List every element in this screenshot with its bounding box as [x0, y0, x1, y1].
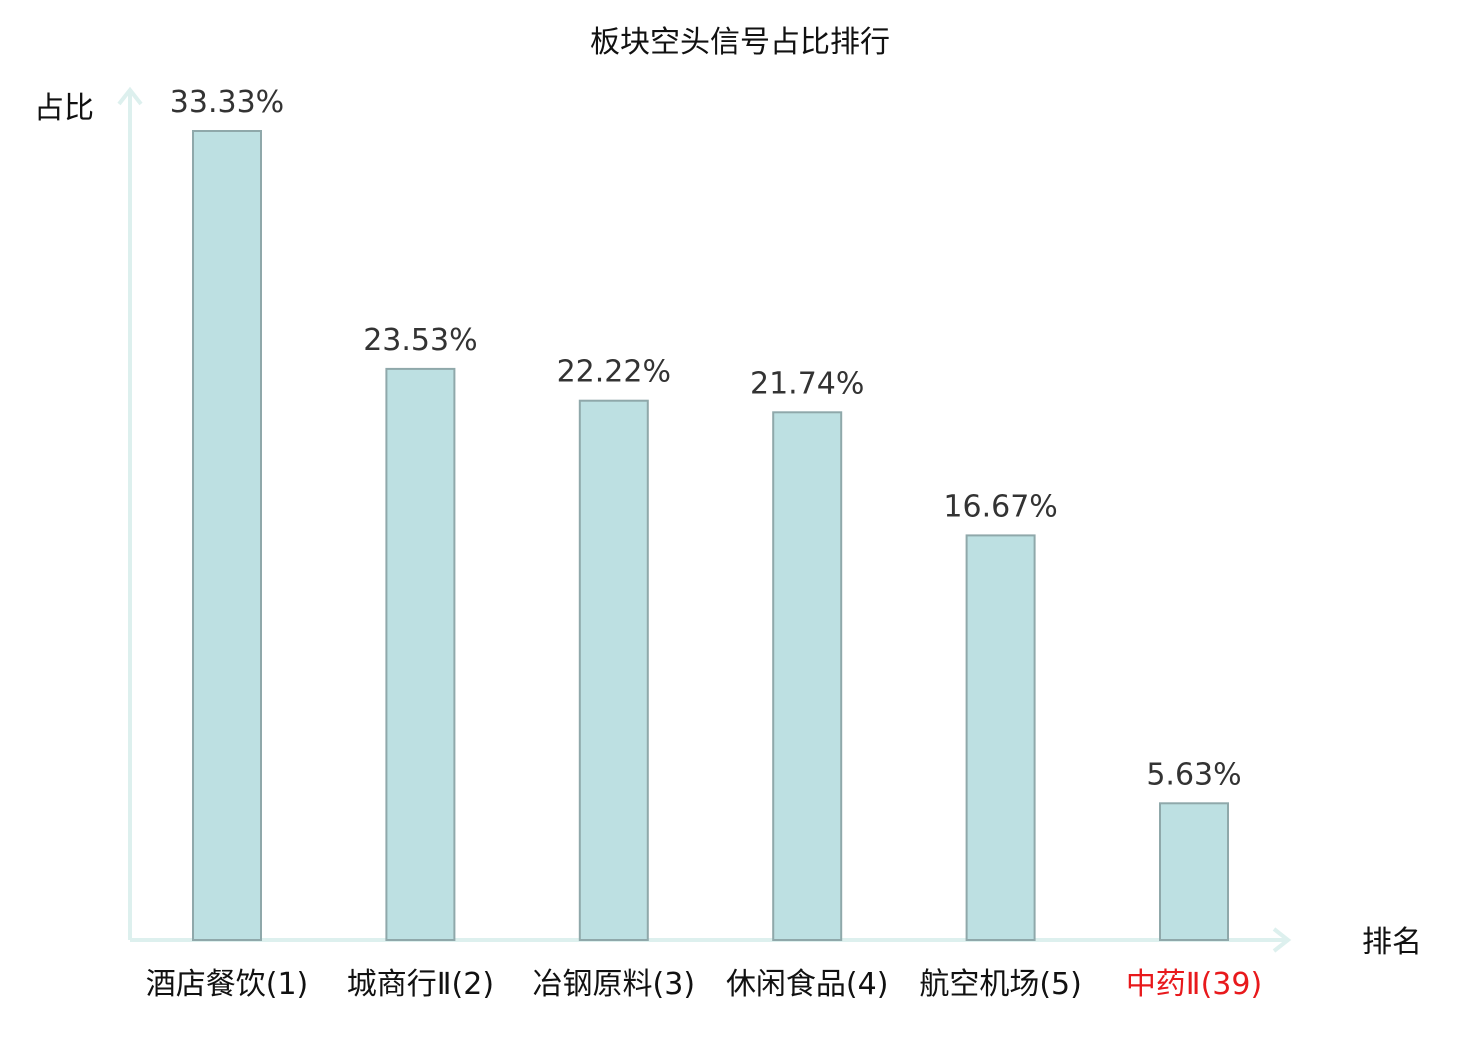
- x-axis-label: 排名: [1362, 925, 1422, 960]
- bar-value-label: 22.22%: [557, 355, 671, 390]
- category-tick-label: 航空机场(5): [919, 967, 1082, 1002]
- x-axis-arrow: [1272, 927, 1292, 953]
- category-tick-label: 酒店餐饮(1): [146, 967, 309, 1002]
- value-labels-group: 33.33% 23.53% 22.22% 21.74% 16.67% 5.63%: [170, 85, 1242, 792]
- y-axis-arrow: [117, 86, 143, 106]
- y-axis-label: 占比: [34, 91, 94, 126]
- chart-title: 板块空头信号占比排行: [590, 25, 890, 60]
- bar: [578, 399, 649, 941]
- bar: [192, 130, 262, 941]
- bar-value-label: 23.53%: [363, 323, 477, 358]
- bar: [965, 534, 1036, 942]
- bar-value-label: 33.33%: [170, 85, 284, 120]
- bar: [772, 411, 843, 941]
- category-tick-label: 冶钢原料(3): [533, 967, 696, 1002]
- bar-value-label: 21.74%: [750, 366, 864, 401]
- bar-value-label: 5.63%: [1146, 757, 1241, 792]
- category-labels-group: 酒店餐饮(1) 城商行Ⅱ(2) 冶钢原料(3) 休闲食品(4) 航空机场(5) 中药Ⅱ(3…: [146, 967, 1262, 1002]
- bar-value-label: 16.67%: [943, 489, 1057, 524]
- bar: [385, 367, 456, 941]
- category-tick-label: 中药Ⅱ(39): [1126, 967, 1262, 1002]
- bar: [1159, 802, 1229, 941]
- category-tick-label: 城商行Ⅱ(2): [347, 967, 494, 1002]
- bars-group: [192, 130, 1229, 942]
- category-tick-label: 休闲食品(4): [726, 967, 889, 1002]
